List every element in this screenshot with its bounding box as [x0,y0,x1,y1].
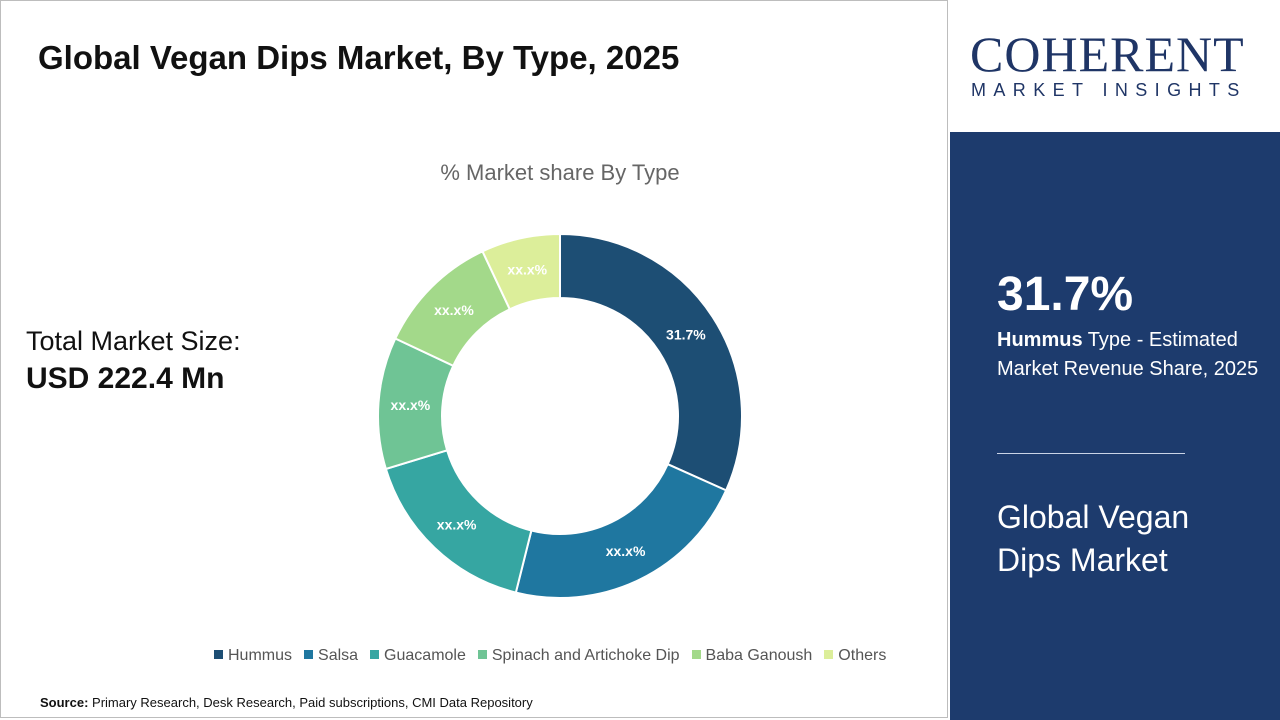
source-label: Source: [40,695,89,710]
logo-tagline: MARKET INSIGHTS [971,80,1247,100]
slice-others [481,232,561,311]
highlight-text: Type - Estimated Market Revenue Share, 2… [997,329,1259,380]
legend-label: Spinach and Artichoke Dip [491,647,680,664]
highlight-panel: 31.7% Hummus Type - Estimated Market Rev… [950,132,1280,720]
chart-legend: Hummus Salsa Guacamole Spinach and Artichok… [214,646,886,666]
legend-item: Hummus [214,646,292,666]
source-note: Source: Primary Research, Desk Research,… [40,695,533,711]
legend-item: Salsa [304,646,358,666]
legend-item: Others [824,646,886,666]
legend-item: Baba Ganoush [691,646,813,666]
data-label: xx.x% [437,517,477,533]
total-market-label: Total Market Size: [26,326,241,356]
highlight-description: Hummus Type - Estimated Market Revenue S… [997,326,1267,384]
chart-title: % Market share By Type [440,160,680,185]
legend-swatch [691,650,701,659]
company-logo: COHERENT MARKET INSIGHTS [950,0,1280,132]
slice-salsa [514,462,728,599]
legend-swatch [214,650,223,659]
data-label: xx.x% [434,302,474,318]
chart-frame [0,0,948,718]
total-market-value: USD 222.4 Mn [26,362,225,395]
data-label: 31.7% [666,326,706,342]
data-label: xx.x% [507,262,547,278]
legend-label: Guacamole [384,647,466,664]
legend-swatch [824,650,834,659]
divider [997,453,1185,454]
market-name: Global Vegan Dips Market [997,499,1190,578]
logo-name: COHERENT [970,26,1245,82]
legend-item: Spinach and Artichoke Dip [477,646,680,666]
highlight-percent: 31.7% [997,268,1134,321]
legend-swatch [477,650,487,659]
highlight-segment: Hummus [997,329,1083,351]
legend-label: Hummus [228,647,293,664]
legend-swatch [370,650,380,659]
legend-swatch [304,650,314,659]
page-title: Global Vegan Dips Market, By Type, 2025 [38,39,680,76]
data-label: xx.x% [606,543,646,559]
legend-item: Guacamole [370,646,466,666]
donut-chart: 31.7% xx.x% xx.x% xx.x% xx.x% xx.x% [377,232,743,599]
slice-hummus [559,232,743,492]
legend-label: Salsa [318,647,359,664]
legend-label: Others [838,647,887,664]
source-text: Primary Research, Desk Research, Paid su… [92,695,533,710]
data-label: xx.x% [391,397,431,413]
legend-label: Baba Ganoush [705,647,813,664]
